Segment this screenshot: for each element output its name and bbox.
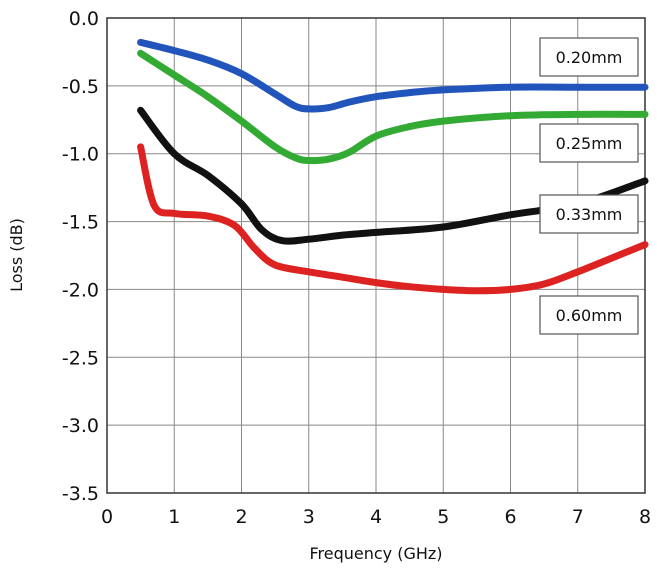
y-tick-label: -0.5 (62, 76, 99, 98)
series-label-text: 0.60mm (556, 306, 623, 325)
y-tick-label: -2.0 (62, 279, 99, 301)
x-tick-labels: 0 1 2 3 4 5 6 7 8 (101, 506, 651, 528)
y-tick-label: -2.5 (62, 347, 99, 369)
series-label-box (539, 194, 639, 234)
series-line-0.60mm (137, 143, 649, 295)
y-axis-label: Loss (dB) (7, 218, 26, 292)
x-tick-label: 0 (101, 506, 113, 528)
plot-frame (106, 17, 646, 494)
series-labels: 0.20mm 0.25mm 0.33mm 0.60mm (539, 37, 639, 335)
series-label-box (539, 295, 639, 335)
x-tick-label: 4 (370, 506, 382, 528)
y-tick-label: -3.5 (62, 483, 99, 505)
x-tick-label: 2 (235, 506, 247, 528)
y-tick-labels: 0.0 -0.5 -1.0 -1.5 -2.0 -2.5 -3.0 -3.5 (62, 8, 99, 505)
series-group (137, 38, 649, 295)
x-tick-label: 5 (437, 506, 449, 528)
series-label-text: 0.33mm (556, 205, 623, 224)
series-line-0.33mm (137, 106, 649, 245)
x-tick-label: 7 (572, 506, 584, 528)
series-line-0.20mm (137, 38, 649, 113)
series-line-0.25mm (137, 49, 649, 165)
y-tick-label: -1.0 (62, 144, 99, 166)
y-tick-label: -3.0 (62, 415, 99, 437)
y-tick-label: -1.5 (62, 212, 99, 234)
series-label-box (539, 123, 639, 163)
series-label-text: 0.20mm (556, 48, 623, 67)
x-tick-label: 3 (303, 506, 315, 528)
x-axis-label: Frequency (GHz) (309, 544, 442, 563)
series-label-text: 0.25mm (556, 134, 623, 153)
x-tick-label: 1 (168, 506, 180, 528)
y-tick-label: 0.0 (69, 8, 99, 30)
x-tick-label: 6 (504, 506, 516, 528)
x-tick-label: 8 (639, 506, 651, 528)
series-label-box (539, 37, 639, 77)
